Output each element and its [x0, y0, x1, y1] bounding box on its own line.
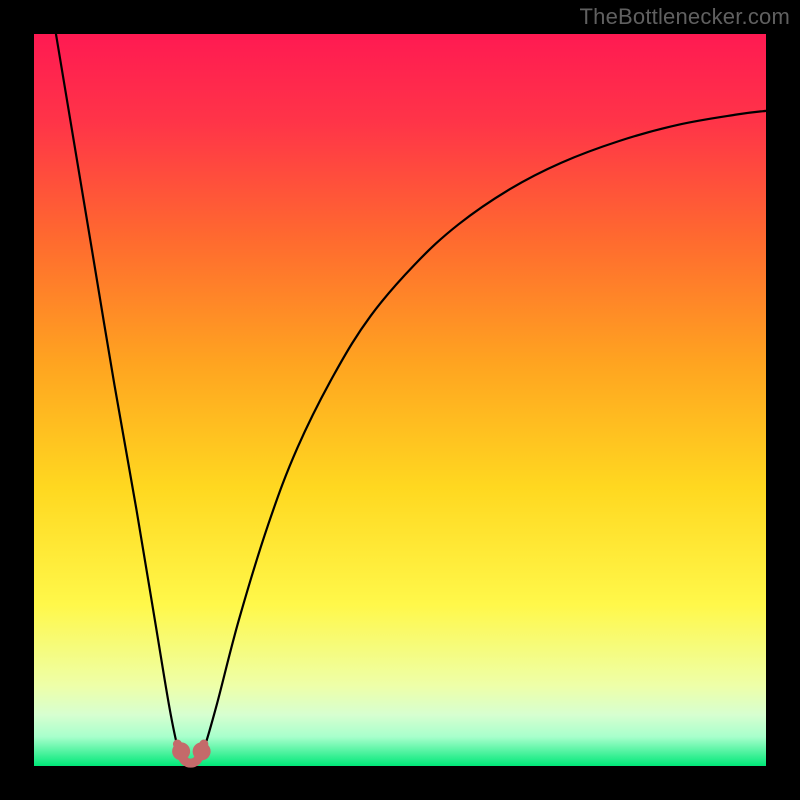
- tip-marker-dot: [172, 742, 190, 760]
- chart-stage: TheBottlenecker.com: [0, 0, 800, 800]
- plot-background: [34, 34, 766, 766]
- bottleneck-chart: [0, 0, 800, 800]
- attribution-label: TheBottlenecker.com: [580, 4, 790, 30]
- tip-marker-dot: [193, 742, 211, 760]
